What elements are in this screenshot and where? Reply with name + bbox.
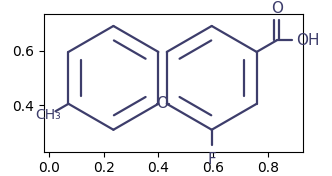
Text: O: O [271, 1, 283, 16]
Text: F: F [208, 152, 216, 167]
Text: OH: OH [296, 33, 320, 48]
Text: O: O [157, 96, 169, 111]
Text: CH₃: CH₃ [36, 108, 61, 122]
